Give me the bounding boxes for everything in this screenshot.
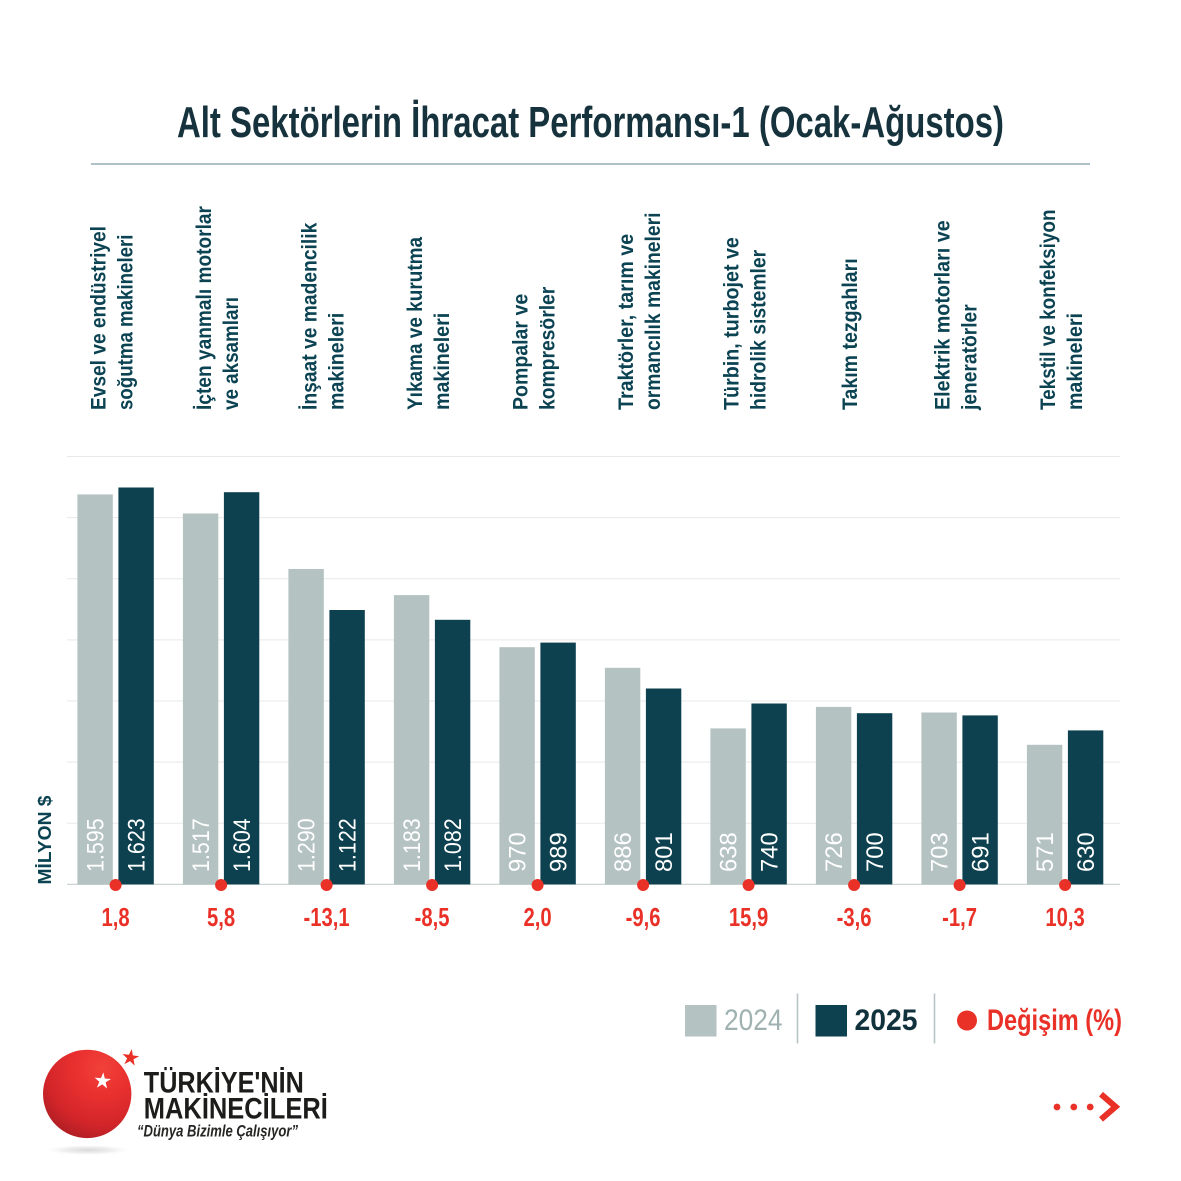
svg-text:989: 989 [546, 832, 573, 872]
svg-text:740: 740 [757, 832, 784, 872]
svg-text:İçten yanmalı motorlar: İçten yanmalı motorlar [193, 206, 216, 410]
svg-text:hidrolik sistemler: hidrolik sistemler [748, 250, 771, 410]
svg-text:Türbin, turbojet ve: Türbin, turbojet ve [721, 237, 744, 410]
svg-text:Değişim (%): Değişim (%) [987, 1004, 1122, 1037]
svg-text:Traktörler, tarım ve: Traktörler, tarım ve [615, 234, 638, 410]
svg-text:Alt Sektörlerin İhracat Perfor: Alt Sektörlerin İhracat Performansı-1 (O… [177, 98, 1004, 147]
svg-text:-1,7: -1,7 [942, 904, 977, 932]
svg-text:ve aksamları: ve aksamları [220, 297, 243, 410]
svg-text:-3,6: -3,6 [837, 904, 872, 932]
svg-text:-9,6: -9,6 [626, 904, 661, 932]
svg-text:MAKİNECİLERİ: MAKİNECİLERİ [144, 1093, 328, 1126]
svg-text:1.595: 1.595 [83, 818, 110, 872]
svg-text:jeneratörler: jeneratörler [959, 304, 982, 411]
svg-text:makineleri: makineleri [326, 313, 349, 410]
svg-text:571: 571 [1032, 832, 1059, 872]
svg-text:1.290: 1.290 [294, 818, 321, 872]
svg-text:ormancılık makineleri: ormancılık makineleri [642, 213, 665, 411]
svg-text:630: 630 [1073, 832, 1100, 872]
svg-text:1.517: 1.517 [188, 818, 215, 872]
svg-text:Evsel ve endüstriyel: Evsel ve endüstriyel [88, 226, 111, 410]
svg-text:970: 970 [505, 832, 532, 872]
svg-text:1.082: 1.082 [440, 818, 467, 872]
svg-text:726: 726 [821, 832, 848, 872]
svg-text:691: 691 [968, 832, 995, 872]
svg-text:Pompalar ve: Pompalar ve [510, 294, 533, 410]
svg-text:2025: 2025 [855, 1004, 918, 1037]
svg-text:kompresörler: kompresörler [537, 287, 560, 410]
svg-text:Elektrik motorları ve: Elektrik motorları ve [932, 220, 955, 410]
svg-text:801: 801 [651, 832, 678, 872]
svg-text:-13,1: -13,1 [304, 904, 350, 932]
svg-text:1,8: 1,8 [102, 904, 130, 932]
svg-text:2,0: 2,0 [524, 904, 552, 932]
svg-text:2024: 2024 [724, 1004, 783, 1037]
svg-text:“Dünya Bizimle Çalışıyor”: “Dünya Bizimle Çalışıyor” [137, 1122, 299, 1140]
svg-text:15,9: 15,9 [729, 904, 768, 932]
svg-text:1.623: 1.623 [124, 818, 151, 872]
svg-text:Tekstil ve konfeksiyon: Tekstil ve konfeksiyon [1037, 210, 1060, 411]
svg-text:638: 638 [716, 832, 743, 872]
svg-text:-8,5: -8,5 [415, 904, 450, 932]
svg-text:soğutma makineleri: soğutma makineleri [115, 235, 138, 411]
svg-text:1.604: 1.604 [229, 818, 256, 872]
svg-text:Takım tezgahları: Takım tezgahları [839, 258, 862, 410]
svg-text:1.183: 1.183 [399, 818, 426, 872]
svg-text:700: 700 [862, 832, 889, 872]
svg-text:Yıkama ve kurutma: Yıkama ve kurutma [404, 237, 427, 410]
svg-text:10,3: 10,3 [1045, 904, 1084, 932]
svg-text:1.122: 1.122 [335, 818, 362, 872]
svg-text:İnşaat ve madencilik: İnşaat ve madencilik [299, 222, 322, 410]
svg-text:MİLYON $: MİLYON $ [34, 795, 55, 885]
svg-text:makineleri: makineleri [1064, 313, 1087, 410]
svg-text:makineleri: makineleri [431, 313, 454, 410]
svg-text:886: 886 [610, 832, 637, 872]
svg-text:TÜRKİYE'NİN: TÜRKİYE'NİN [144, 1067, 304, 1100]
svg-text:703: 703 [927, 832, 954, 872]
svg-text:5,8: 5,8 [207, 904, 235, 932]
